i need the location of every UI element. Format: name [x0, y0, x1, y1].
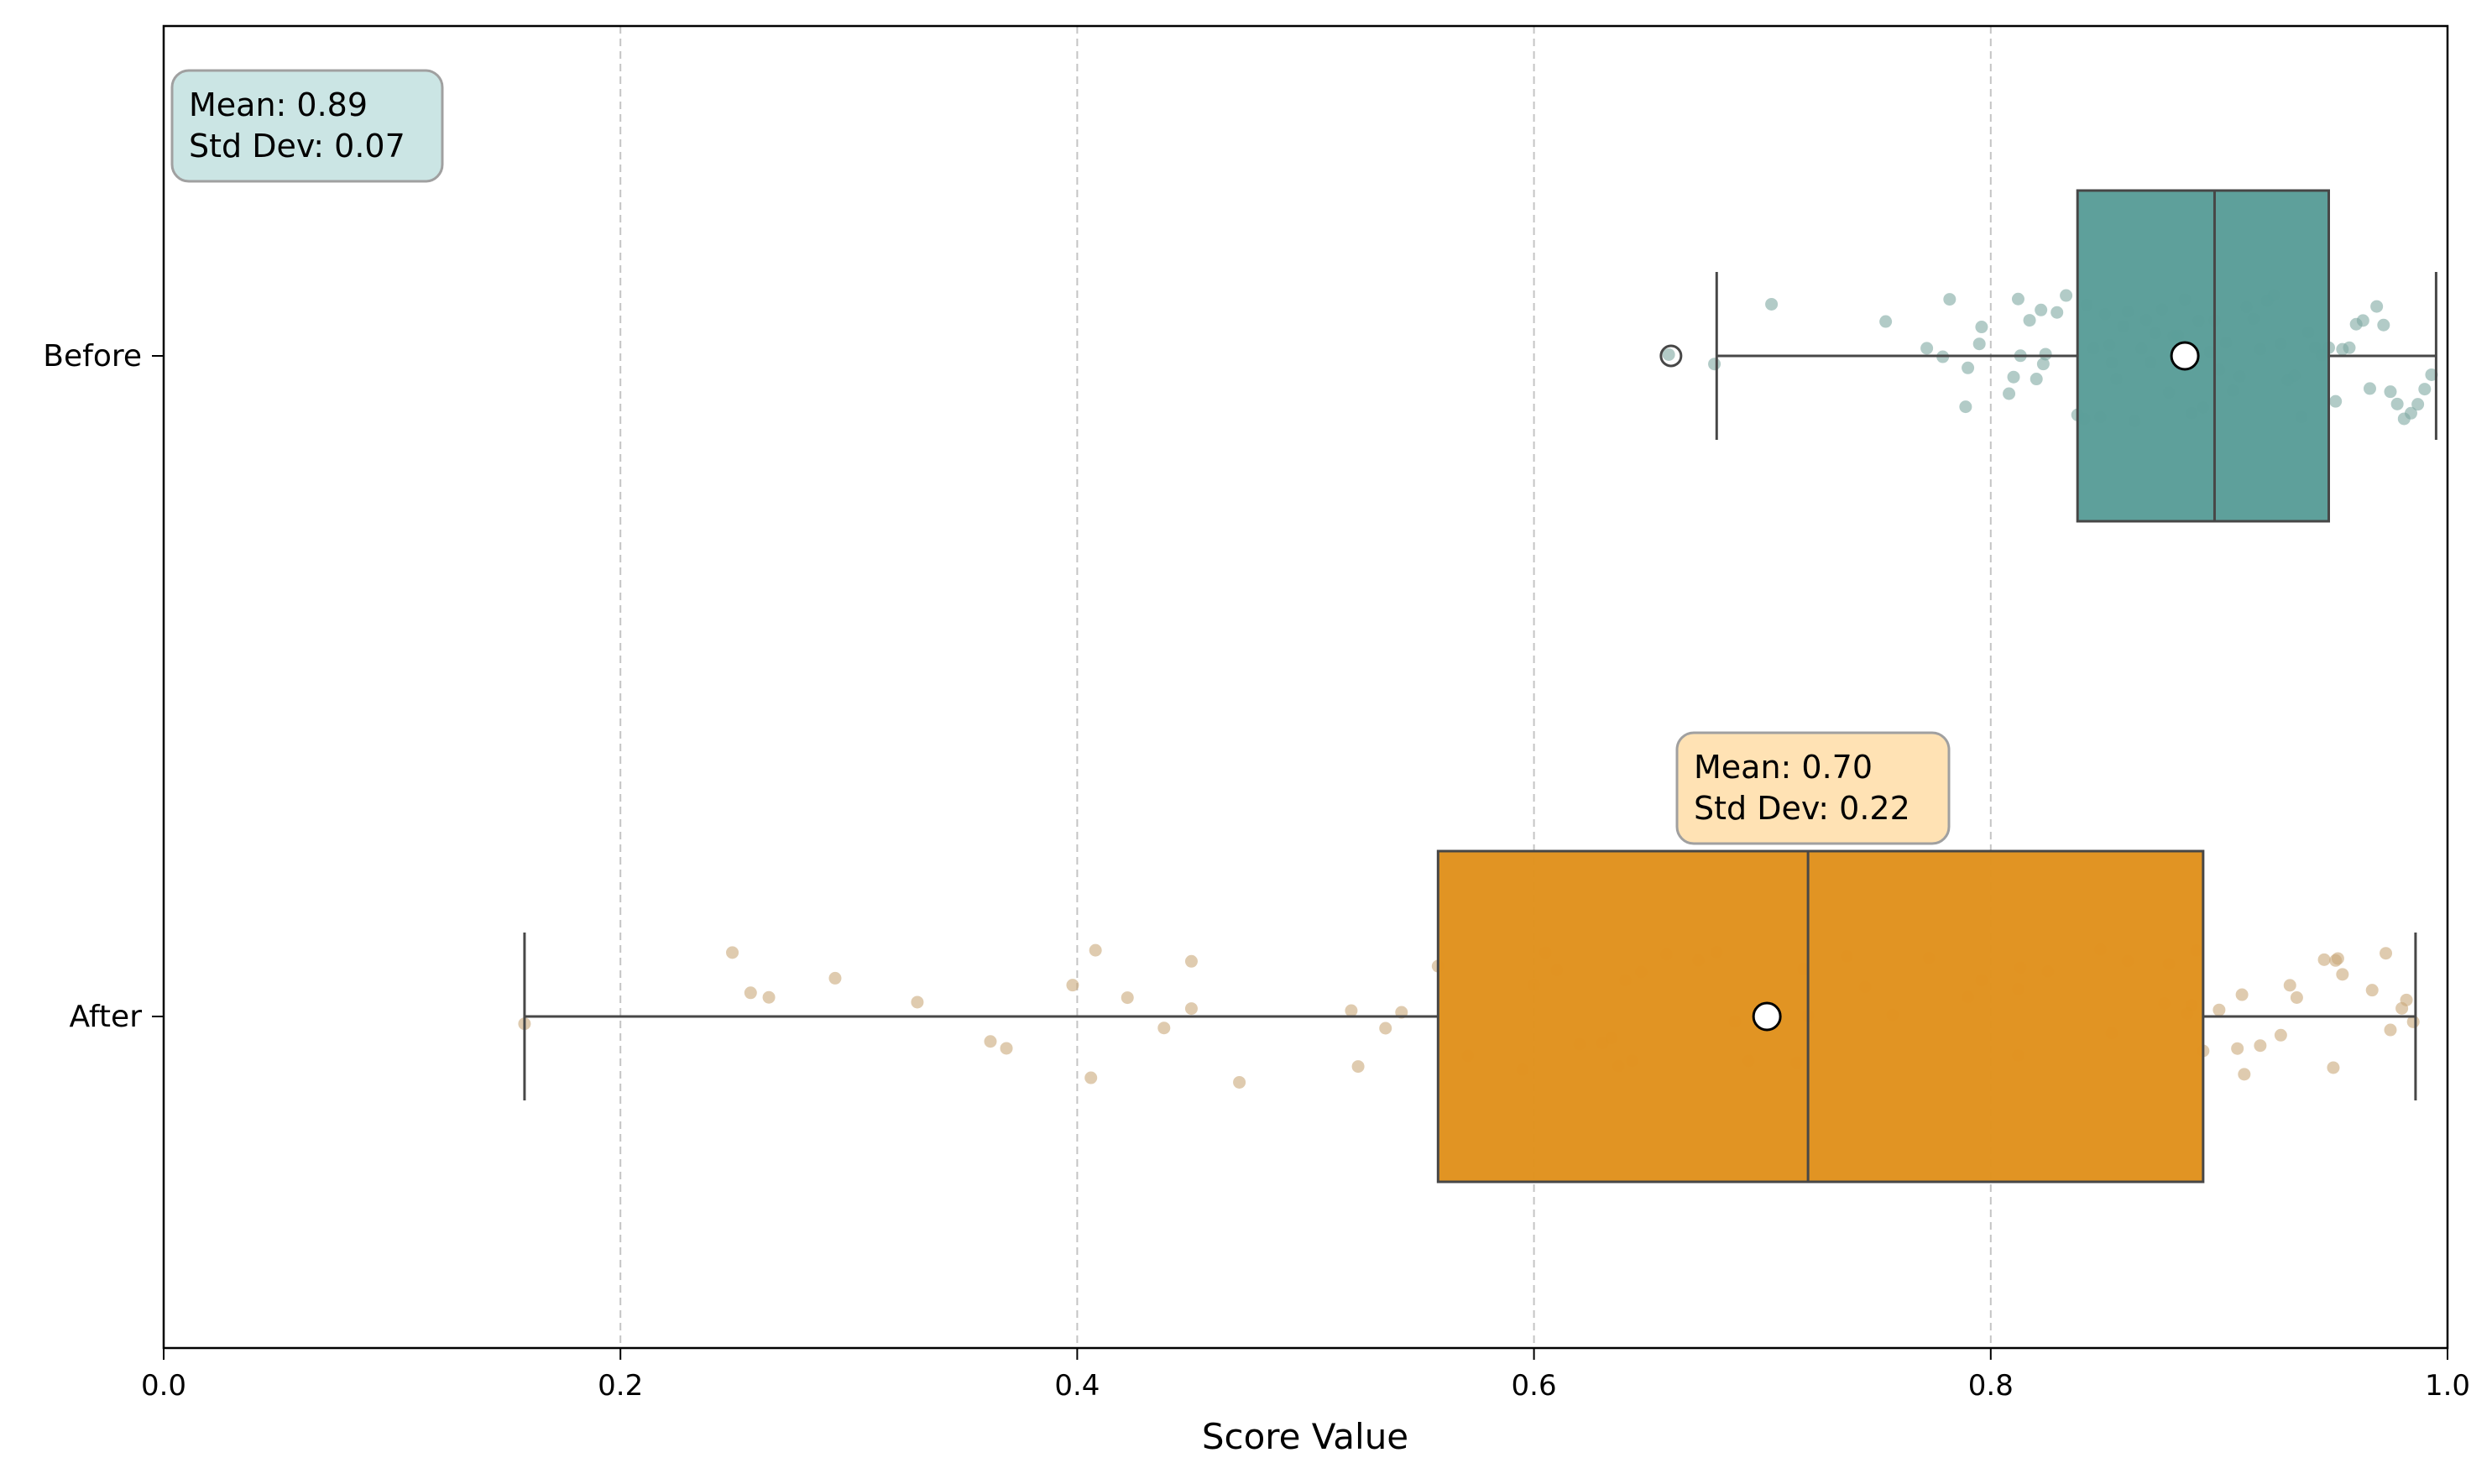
x-tick-label: 1.0	[2425, 1369, 2470, 1403]
data-point	[2343, 341, 2356, 354]
data-point	[2363, 382, 2376, 395]
data-point	[1972, 337, 1986, 351]
box-layer	[523, 189, 2437, 1184]
x-tick-label: 0.4	[1054, 1369, 1100, 1403]
data-point	[2030, 373, 2043, 386]
mean-marker	[2170, 341, 2200, 371]
mean-marker	[1752, 1001, 1782, 1032]
x-axis-title: Score Value	[1202, 1416, 1408, 1457]
plot-frame	[162, 24, 2449, 1350]
data-point	[2377, 318, 2390, 332]
data-point	[828, 971, 842, 985]
data-point	[2060, 289, 2073, 302]
data-point	[762, 990, 776, 1004]
data-point	[1962, 361, 1975, 374]
data-point	[2238, 1068, 2251, 1081]
data-point	[1379, 1022, 1392, 1035]
data-point	[2235, 988, 2249, 1001]
data-point	[1084, 1071, 1098, 1084]
x-tick-label: 0.0	[141, 1369, 186, 1403]
data-point	[2336, 968, 2349, 981]
data-point	[1157, 1022, 1171, 1035]
data-point	[2370, 300, 2384, 313]
data-point	[1184, 1002, 1198, 1016]
data-point	[1879, 315, 1893, 328]
x-tick-label: 0.6	[1512, 1369, 1557, 1403]
data-point	[2051, 306, 2064, 319]
x-tick-label: 0.8	[1968, 1369, 2014, 1403]
data-point	[2331, 952, 2344, 965]
data-point	[2007, 370, 2020, 384]
data-point	[1089, 943, 1102, 957]
data-point	[2384, 385, 2397, 399]
data-point	[2039, 347, 2052, 361]
data-point	[2283, 979, 2296, 992]
data-point	[2365, 984, 2379, 997]
data-point	[1765, 297, 1779, 311]
data-point	[2390, 397, 2404, 410]
data-point	[911, 995, 924, 1009]
data-point	[2231, 1042, 2244, 1055]
mean-annotation: Mean: 0.70	[1694, 749, 1873, 786]
data-point	[1351, 1060, 1365, 1074]
data-point	[2317, 953, 2331, 966]
data-point	[1662, 347, 1675, 361]
data-point	[2404, 406, 2417, 420]
data-point	[2327, 1061, 2340, 1074]
data-point	[1943, 293, 1957, 306]
outlier-point	[1659, 344, 1683, 368]
y-category-label: After	[70, 1000, 143, 1034]
data-point	[1708, 358, 1721, 371]
data-point	[1000, 1042, 1013, 1055]
data-point	[1184, 954, 1198, 968]
x-tick-label: 0.2	[598, 1369, 643, 1403]
stats-annotation-box	[1675, 731, 1951, 845]
data-point	[2254, 1039, 2267, 1053]
y-category-label: Before	[43, 339, 142, 374]
data-point	[2400, 993, 2413, 1006]
data-point	[1233, 1075, 1246, 1089]
stats-annotation-box	[170, 69, 444, 183]
data-point	[2023, 314, 2036, 327]
data-point	[1975, 321, 1988, 334]
data-point	[726, 946, 739, 959]
annotation-layer: Mean: 0.89 Std Dev: 0.07 Mean: 0.70 Std Dev…	[170, 69, 1951, 845]
data-point	[2380, 947, 2393, 960]
data-point	[2356, 314, 2369, 327]
data-point	[1959, 400, 1972, 414]
data-point	[2035, 303, 2048, 316]
std-annotation: Std Dev: 0.07	[189, 128, 405, 165]
data-point	[2011, 292, 2024, 306]
std-annotation: Std Dev: 0.22	[1694, 790, 1910, 827]
data-point	[1920, 342, 1934, 355]
frame-layer	[152, 24, 2449, 1360]
data-point	[2274, 1028, 2287, 1042]
iqr-box	[1436, 849, 2205, 1184]
data-point	[744, 986, 757, 1000]
iqr-box	[2076, 189, 2331, 523]
data-point	[1121, 991, 1134, 1005]
label-layer: Score Value 0.0 0.2 0.4 0.6 0.8 1.0 Before Afte…	[43, 339, 2470, 1457]
data-point	[2036, 358, 2050, 371]
data-point	[984, 1035, 997, 1048]
data-point	[2212, 1003, 2226, 1016]
data-point	[2003, 387, 2016, 400]
data-point	[2411, 398, 2425, 411]
data-point	[2384, 1023, 2397, 1037]
data-point	[2425, 368, 2438, 381]
data-point	[2418, 383, 2432, 396]
data-point	[2290, 991, 2303, 1005]
data-point	[2329, 395, 2343, 408]
data-point	[1345, 1004, 1358, 1017]
mean-annotation: Mean: 0.89	[189, 86, 368, 123]
data-point	[1066, 979, 1079, 992]
